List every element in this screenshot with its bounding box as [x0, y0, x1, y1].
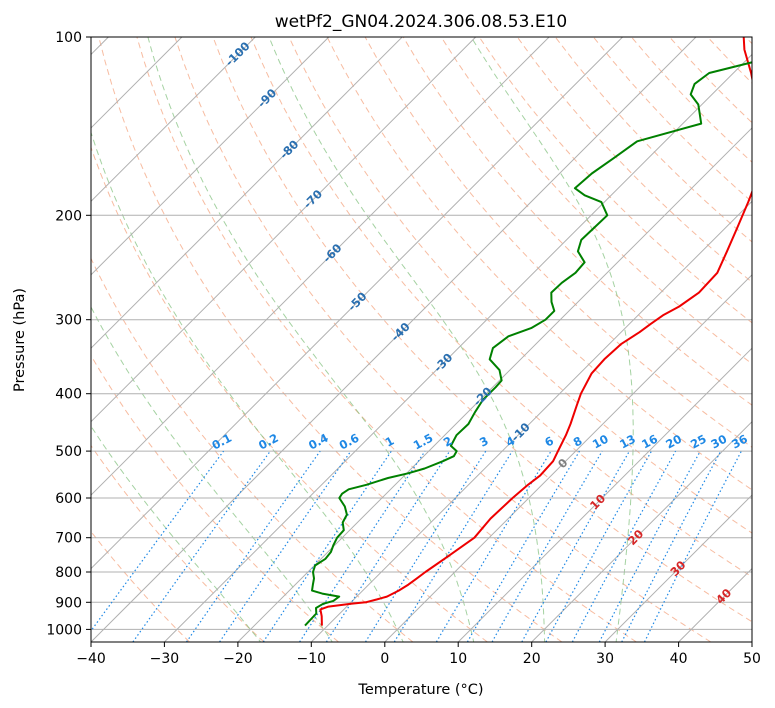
x-tick-label: 10 — [449, 651, 467, 667]
mixing-ratio-line — [132, 450, 271, 642]
mixing-ratio-line — [186, 450, 321, 642]
y-tick-label: 600 — [55, 491, 82, 507]
x-tick-label: 20 — [523, 651, 541, 667]
mixing-ratio-label: 36 — [729, 432, 750, 452]
isotherm-line — [604, 494, 752, 642]
mixing-ratio-line — [545, 450, 653, 642]
y-tick-label: 700 — [55, 531, 82, 547]
x-tick-label: −10 — [297, 651, 327, 667]
y-tick-label: 400 — [55, 387, 82, 403]
mixing-ratio-line — [91, 450, 225, 632]
isotherm-line — [237, 127, 752, 642]
dry-adiabat-line — [91, 444, 265, 642]
mixing-ratio-label: 25 — [688, 432, 709, 452]
isotherm-line — [310, 200, 752, 642]
isotherm-line — [91, 37, 403, 349]
y-tick-label: 1000 — [46, 622, 82, 638]
pressure-gridlines — [91, 37, 752, 630]
isotherms — [91, 37, 752, 642]
x-tick-label: −40 — [76, 651, 106, 667]
mixing-ratio-line — [364, 450, 487, 642]
isotherm-line — [91, 37, 256, 203]
isotherm-line — [91, 37, 697, 642]
isotherm-line — [91, 37, 550, 496]
x-tick-label: 50 — [743, 651, 761, 667]
plot-frame — [90, 36, 753, 643]
isotherm-line — [384, 274, 752, 642]
dry-adiabat-line — [174, 37, 712, 642]
mixing-ratio-label: 20 — [663, 432, 684, 452]
y-tick-label: 200 — [55, 208, 82, 224]
mixing-ratio-label: 30 — [708, 432, 729, 452]
x-axis-ticks: −40 −30 −20 −10 0 10 20 30 40 50 — [76, 642, 761, 667]
temperature-profile — [319, 37, 752, 626]
dry-adiabat-line — [250, 37, 752, 578]
isotherm-line — [91, 37, 330, 276]
x-tick-label: 0 — [380, 651, 389, 667]
y-axis-ticks: 1000 900 800 700 600 500 400 300 200 100 — [46, 30, 91, 638]
dewpoint-profile — [304, 61, 752, 627]
isotherm-line — [531, 420, 752, 642]
mixing-ratio-line — [571, 450, 677, 642]
x-tick-label: 40 — [670, 651, 688, 667]
plot-area — [91, 37, 752, 642]
y-tick-label: 500 — [55, 444, 82, 460]
isotherm-line — [457, 347, 752, 642]
dry-adiabat-line — [402, 37, 752, 406]
dry-adiabat-line — [91, 354, 339, 642]
chart-title: wetPf2_GN04.2024.306.08.53.E10 — [275, 12, 567, 32]
y-axis-label: Pressure (hPa) — [12, 288, 28, 392]
moist-adiabat-line — [91, 130, 404, 642]
x-axis-label: Temperature (°C) — [357, 682, 483, 698]
mixing-ratio-line — [393, 450, 513, 642]
mixing-ratio-label: 16 — [639, 432, 660, 452]
sounding-profiles — [304, 37, 752, 627]
dry-adiabat-line — [98, 37, 563, 642]
mixing-ratio-line — [262, 450, 392, 642]
mixing-ratio-lines — [91, 450, 742, 642]
isotherm-line — [164, 53, 752, 642]
x-tick-label: 30 — [596, 651, 614, 667]
mixing-ratio-label: 13 — [617, 432, 638, 452]
dry-adiabat-line — [212, 37, 752, 623]
isotherm-line — [91, 37, 477, 423]
dry-adiabat-line — [91, 257, 414, 642]
y-tick-label: 800 — [55, 565, 82, 581]
dry-adiabats — [91, 37, 752, 642]
y-tick-label: 300 — [55, 313, 82, 329]
dry-adiabat-line — [326, 37, 752, 491]
mixing-ratio-line — [521, 450, 630, 642]
dry-adiabat-line — [364, 37, 752, 448]
mixing-ratio-line — [219, 450, 352, 642]
dry-adiabat-line — [136, 37, 637, 642]
mixing-ratio-label: 10 — [590, 432, 611, 452]
y-tick-label: 100 — [55, 30, 82, 46]
x-tick-label: −30 — [150, 651, 180, 667]
isotherm-line — [91, 37, 623, 570]
x-tick-label: −20 — [223, 651, 253, 667]
mixing-ratio-line — [325, 450, 451, 642]
mixing-ratio-line — [299, 450, 426, 642]
mixing-ratio-line — [643, 450, 742, 642]
y-tick-label: 900 — [55, 595, 82, 611]
